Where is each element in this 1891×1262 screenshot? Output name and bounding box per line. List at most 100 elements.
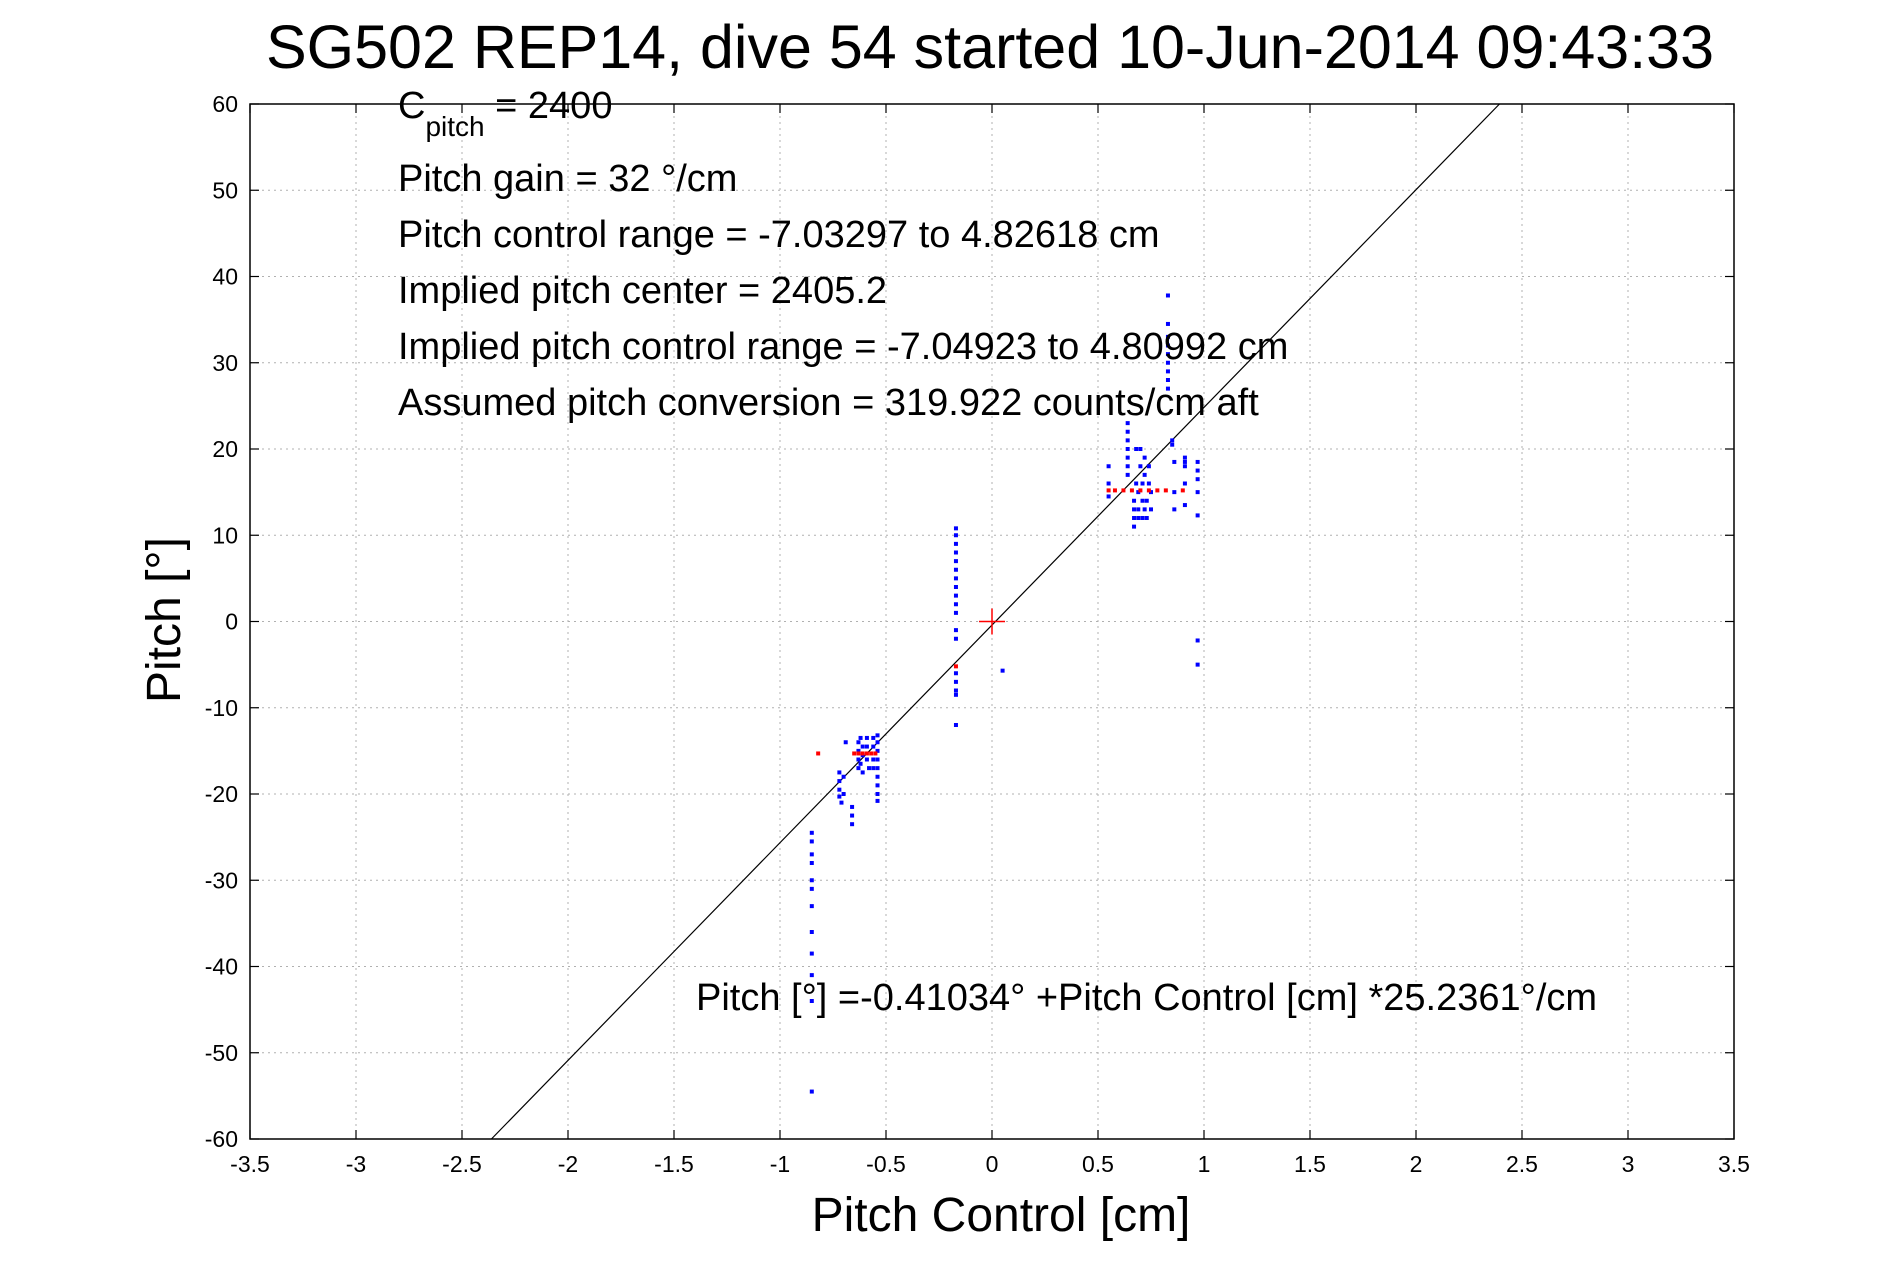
data-point-blue	[953, 671, 958, 676]
data-point-blue	[809, 830, 814, 835]
data-point-blue	[953, 593, 958, 598]
data-point-blue	[864, 735, 869, 740]
implied-range-annotation: Implied pitch control range = -7.04923 t…	[398, 326, 1288, 368]
data-point-blue	[1195, 459, 1200, 464]
data-point-blue	[1165, 321, 1170, 326]
y-tick-label: 50	[212, 177, 238, 203]
data-point-blue	[1149, 507, 1153, 512]
data-point-blue	[875, 757, 880, 762]
data-point-blue	[953, 610, 958, 615]
data-point-blue	[1195, 477, 1200, 482]
data-point-blue	[837, 794, 842, 799]
y-tick-label: 10	[212, 522, 238, 548]
data-point-blue	[1182, 455, 1187, 460]
data-point-blue	[875, 766, 880, 771]
data-point-blue	[856, 766, 861, 771]
data-point-blue	[1125, 455, 1130, 460]
data-point-blue	[837, 770, 842, 775]
data-point-red	[1121, 488, 1126, 493]
data-point-blue	[953, 541, 958, 546]
data-point-red	[873, 751, 878, 756]
x-tick-label: 3.5	[1718, 1151, 1750, 1177]
data-point-red	[1180, 488, 1185, 493]
c-pitch-subscript: pitch	[425, 111, 484, 142]
data-point-red	[869, 751, 874, 756]
y-tick-label: -30	[205, 867, 238, 893]
pitch-gain-annotation: Pitch gain = 32 °/cm	[398, 158, 737, 200]
data-point-red	[953, 664, 958, 669]
data-point-blue	[875, 792, 880, 796]
data-point-blue	[809, 861, 814, 865]
data-point-blue	[953, 585, 958, 589]
data-point-blue	[953, 526, 958, 531]
data-point-blue	[809, 839, 814, 844]
data-point-blue	[858, 761, 863, 766]
x-tick-label: -1	[770, 1151, 790, 1177]
data-point-red	[852, 751, 857, 756]
data-point-blue	[1132, 507, 1137, 512]
control-range-annotation: Pitch control range = -7.03297 to 4.8261…	[398, 214, 1160, 256]
data-point-blue	[1165, 369, 1170, 374]
data-point-blue	[875, 740, 880, 745]
data-point-blue	[1142, 507, 1147, 512]
data-point-blue	[867, 766, 872, 771]
x-tick-label: -3.5	[230, 1151, 270, 1177]
data-point-blue	[1132, 524, 1137, 529]
data-point-blue	[864, 757, 869, 762]
data-point-blue	[1106, 464, 1111, 469]
data-point-blue	[1132, 498, 1137, 503]
data-point-blue	[1195, 662, 1200, 667]
data-point-blue	[953, 602, 958, 607]
x-tick-label: -2.5	[442, 1151, 482, 1177]
data-point-blue	[871, 766, 876, 771]
x-tick-label: 1.5	[1294, 1151, 1326, 1177]
data-point-blue	[1195, 490, 1200, 495]
x-tick-label: 2	[1410, 1151, 1423, 1177]
data-point-blue	[1165, 293, 1170, 298]
data-point-blue	[1182, 481, 1187, 486]
data-point-blue	[1140, 481, 1145, 486]
x-tick-label: 2.5	[1506, 1151, 1538, 1177]
data-point-blue	[871, 744, 876, 749]
data-point-blue	[860, 744, 865, 749]
data-point-blue	[1138, 464, 1143, 469]
y-tick-label: 60	[212, 91, 238, 117]
data-point-blue	[809, 951, 814, 956]
data-point-blue	[1149, 490, 1153, 495]
data-point-blue	[953, 550, 958, 555]
data-point-red	[1155, 488, 1160, 493]
x-tick-label: 3	[1622, 1151, 1635, 1177]
data-point-red	[1129, 488, 1134, 493]
data-point-blue	[1134, 481, 1139, 486]
data-point-blue	[1170, 438, 1175, 443]
data-point-blue	[1170, 442, 1175, 447]
data-point-red	[864, 751, 869, 756]
y-tick-label: 30	[212, 350, 238, 376]
y-tick-label: 40	[212, 264, 238, 290]
data-point-blue	[871, 735, 876, 740]
data-point-blue	[850, 804, 855, 809]
chart-title: SG502 REP14, dive 54 started 10-Jun-2014…	[266, 13, 1714, 81]
data-point-blue	[953, 567, 958, 572]
data-point-blue	[841, 792, 846, 796]
data-point-red	[860, 751, 865, 756]
data-point-blue	[856, 740, 861, 745]
data-point-blue	[953, 533, 958, 538]
data-point-blue	[1144, 498, 1149, 503]
data-point-blue	[1125, 438, 1130, 443]
data-point-blue	[858, 735, 863, 740]
y-axis-label: Pitch [°]	[138, 537, 191, 703]
data-point-blue	[809, 904, 814, 909]
data-point-blue	[875, 783, 880, 788]
data-point-blue	[1136, 516, 1141, 520]
data-point-red	[1112, 488, 1117, 493]
data-point-red	[856, 751, 861, 756]
data-point-blue	[860, 770, 865, 775]
data-point-red	[1106, 488, 1111, 493]
data-point-blue	[809, 1089, 814, 1094]
data-point-blue	[1136, 490, 1141, 495]
implied-center-annotation: Implied pitch center = 2405.2	[398, 270, 887, 312]
x-tick-label: 0.5	[1082, 1151, 1114, 1177]
data-point-blue	[1195, 468, 1200, 473]
data-point-blue	[864, 744, 869, 749]
